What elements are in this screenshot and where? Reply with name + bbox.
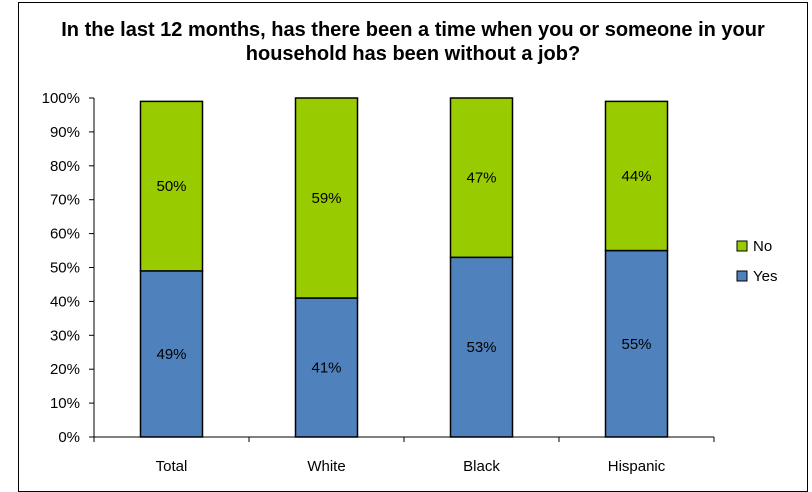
data-label-yes-total: 49% xyxy=(156,346,186,363)
x-category-label: Total xyxy=(156,458,188,475)
y-tick-label: 0% xyxy=(58,429,80,446)
y-tick-label: 80% xyxy=(50,158,80,175)
y-tick-label: 60% xyxy=(50,226,80,243)
y-tick-label: 100% xyxy=(42,90,80,107)
bar-yes-total xyxy=(139,270,204,438)
y-tick-label: 70% xyxy=(50,192,80,209)
data-label-yes-hispanic: 55% xyxy=(621,336,651,353)
bar-no-black xyxy=(449,97,514,259)
x-category-label: Black xyxy=(463,458,500,475)
x-category-label: White xyxy=(307,458,345,475)
x-category-label: Hispanic xyxy=(608,458,666,475)
y-tick-label: 50% xyxy=(50,260,80,277)
data-label-yes-white: 41% xyxy=(311,360,341,377)
chart-title: In the last 12 months, has there been a … xyxy=(18,18,808,66)
bar-no-total xyxy=(139,100,204,272)
bar-yes-hispanic xyxy=(604,249,669,438)
y-tick-label: 20% xyxy=(50,361,80,378)
data-label-no-total: 50% xyxy=(156,178,186,195)
bar-yes-white xyxy=(294,297,359,438)
data-label-no-white: 59% xyxy=(311,190,341,207)
legend-swatch-no xyxy=(736,240,748,252)
legend-swatch-yes xyxy=(736,270,748,282)
y-tick-label: 10% xyxy=(50,395,80,412)
data-label-no-hispanic: 44% xyxy=(621,168,651,185)
bar-no-white xyxy=(294,97,359,299)
data-labels: 49% 50% 41% 59% 53% 47% 55% 44% xyxy=(156,168,651,377)
bars xyxy=(139,97,669,438)
axes: 0% 10% 20% 30% 40% 50% 60% 70% 80% 90% 100% Total Wh… xyxy=(42,90,715,475)
chart-title-line-1: In the last 12 months, has there been a … xyxy=(61,19,765,41)
bar-no-hispanic xyxy=(604,100,669,252)
legend-label-yes: Yes xyxy=(753,268,777,285)
y-tick-label: 40% xyxy=(50,293,80,310)
chart-plot: 0% 10% 20% 30% 40% 50% 60% 70% 80% 90% 100% Total Wh… xyxy=(42,90,778,475)
chart-title-line-2: household has been without a job? xyxy=(245,43,581,65)
legend-label-no: No xyxy=(753,238,772,255)
legend: No Yes xyxy=(736,238,777,285)
y-tick-label: 30% xyxy=(50,327,80,344)
data-label-no-black: 47% xyxy=(466,170,496,187)
bar-yes-black xyxy=(449,256,514,438)
data-label-yes-black: 53% xyxy=(466,339,496,356)
y-tick-label: 90% xyxy=(50,124,80,141)
